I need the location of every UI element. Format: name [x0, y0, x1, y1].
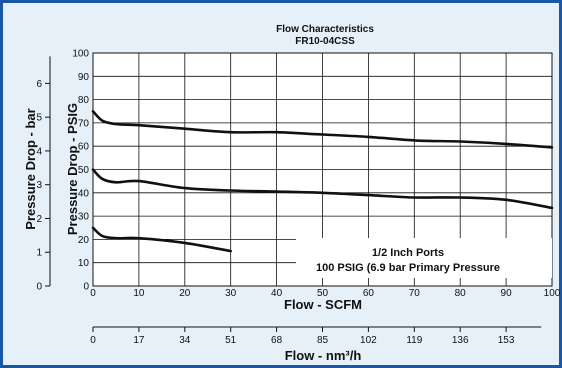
nm3h-tick-label: 68	[271, 335, 283, 346]
nm3h-tick-label: 0	[90, 335, 96, 346]
bar-tick-label: 1	[36, 248, 42, 259]
x-axis-label: Flow - SCFM	[284, 297, 362, 312]
nm3h-tick-label: 17	[133, 335, 145, 346]
annotation-line-2: 100 PSIG (6.9 bar Primary Pressure	[316, 262, 500, 274]
x-tick-label: 70	[409, 288, 421, 299]
x-tick-label: 50	[317, 288, 329, 299]
bar-tick-label: 4	[36, 146, 42, 157]
y-axis-label: Pressure Drop - PSIG	[65, 103, 80, 235]
bar-tick-label: 5	[36, 113, 42, 124]
nm3h-tick-label: 119	[406, 335, 422, 346]
y-tick-label: 70	[78, 118, 90, 129]
annotation-line-1: 1/2 Inch Ports	[372, 247, 444, 259]
x2-axis-label: Flow - nm³/h	[285, 348, 362, 363]
nm3h-tick-label: 136	[452, 335, 469, 346]
y-tick-label: 100	[72, 49, 89, 60]
bar-tick-label: 6	[36, 79, 42, 90]
y2-axis-label: Pressure Drop - bar	[23, 108, 38, 229]
x-tick-label: 30	[225, 288, 237, 299]
y-tick-label: 40	[78, 188, 90, 199]
series-line-2	[91, 168, 554, 210]
x-tick-label: 0	[90, 288, 96, 299]
bar-tick-label: 2	[36, 214, 42, 225]
nm3h-tick-label: 85	[317, 335, 329, 346]
y-tick-label: 50	[78, 165, 90, 176]
series-line-3	[91, 226, 232, 253]
x-tick-label: 40	[271, 288, 283, 299]
y-tick-label: 30	[78, 212, 90, 223]
y-tick-label: 60	[78, 142, 90, 153]
bar-tick-label: 0	[36, 282, 42, 293]
y-tick-label: 90	[78, 72, 90, 83]
bar-tick-label: 3	[36, 180, 42, 191]
nm3h-tick-label: 51	[225, 335, 237, 346]
nm3h-tick-label: 102	[360, 335, 377, 346]
y-tick-label: 10	[78, 258, 90, 269]
y-tick-label: 20	[78, 235, 90, 246]
x-tick-label: 90	[501, 288, 513, 299]
y-tick-label: 80	[78, 95, 90, 106]
series-line-1	[91, 110, 554, 149]
annotation-box	[296, 238, 552, 278]
x-tick-label: 10	[133, 288, 145, 299]
chart-subtitle: FR10-04CSS	[295, 36, 355, 47]
x-tick-label: 20	[179, 288, 191, 299]
nm3h-tick-label: 34	[179, 335, 191, 346]
y-tick-label: 0	[83, 282, 89, 293]
x-tick-label: 60	[363, 288, 375, 299]
nm3h-tick-label: 153	[498, 335, 515, 346]
x-tick-label: 80	[455, 288, 467, 299]
x-tick-label: 100	[544, 288, 561, 299]
chart-title: Flow Characteristics	[276, 24, 374, 35]
